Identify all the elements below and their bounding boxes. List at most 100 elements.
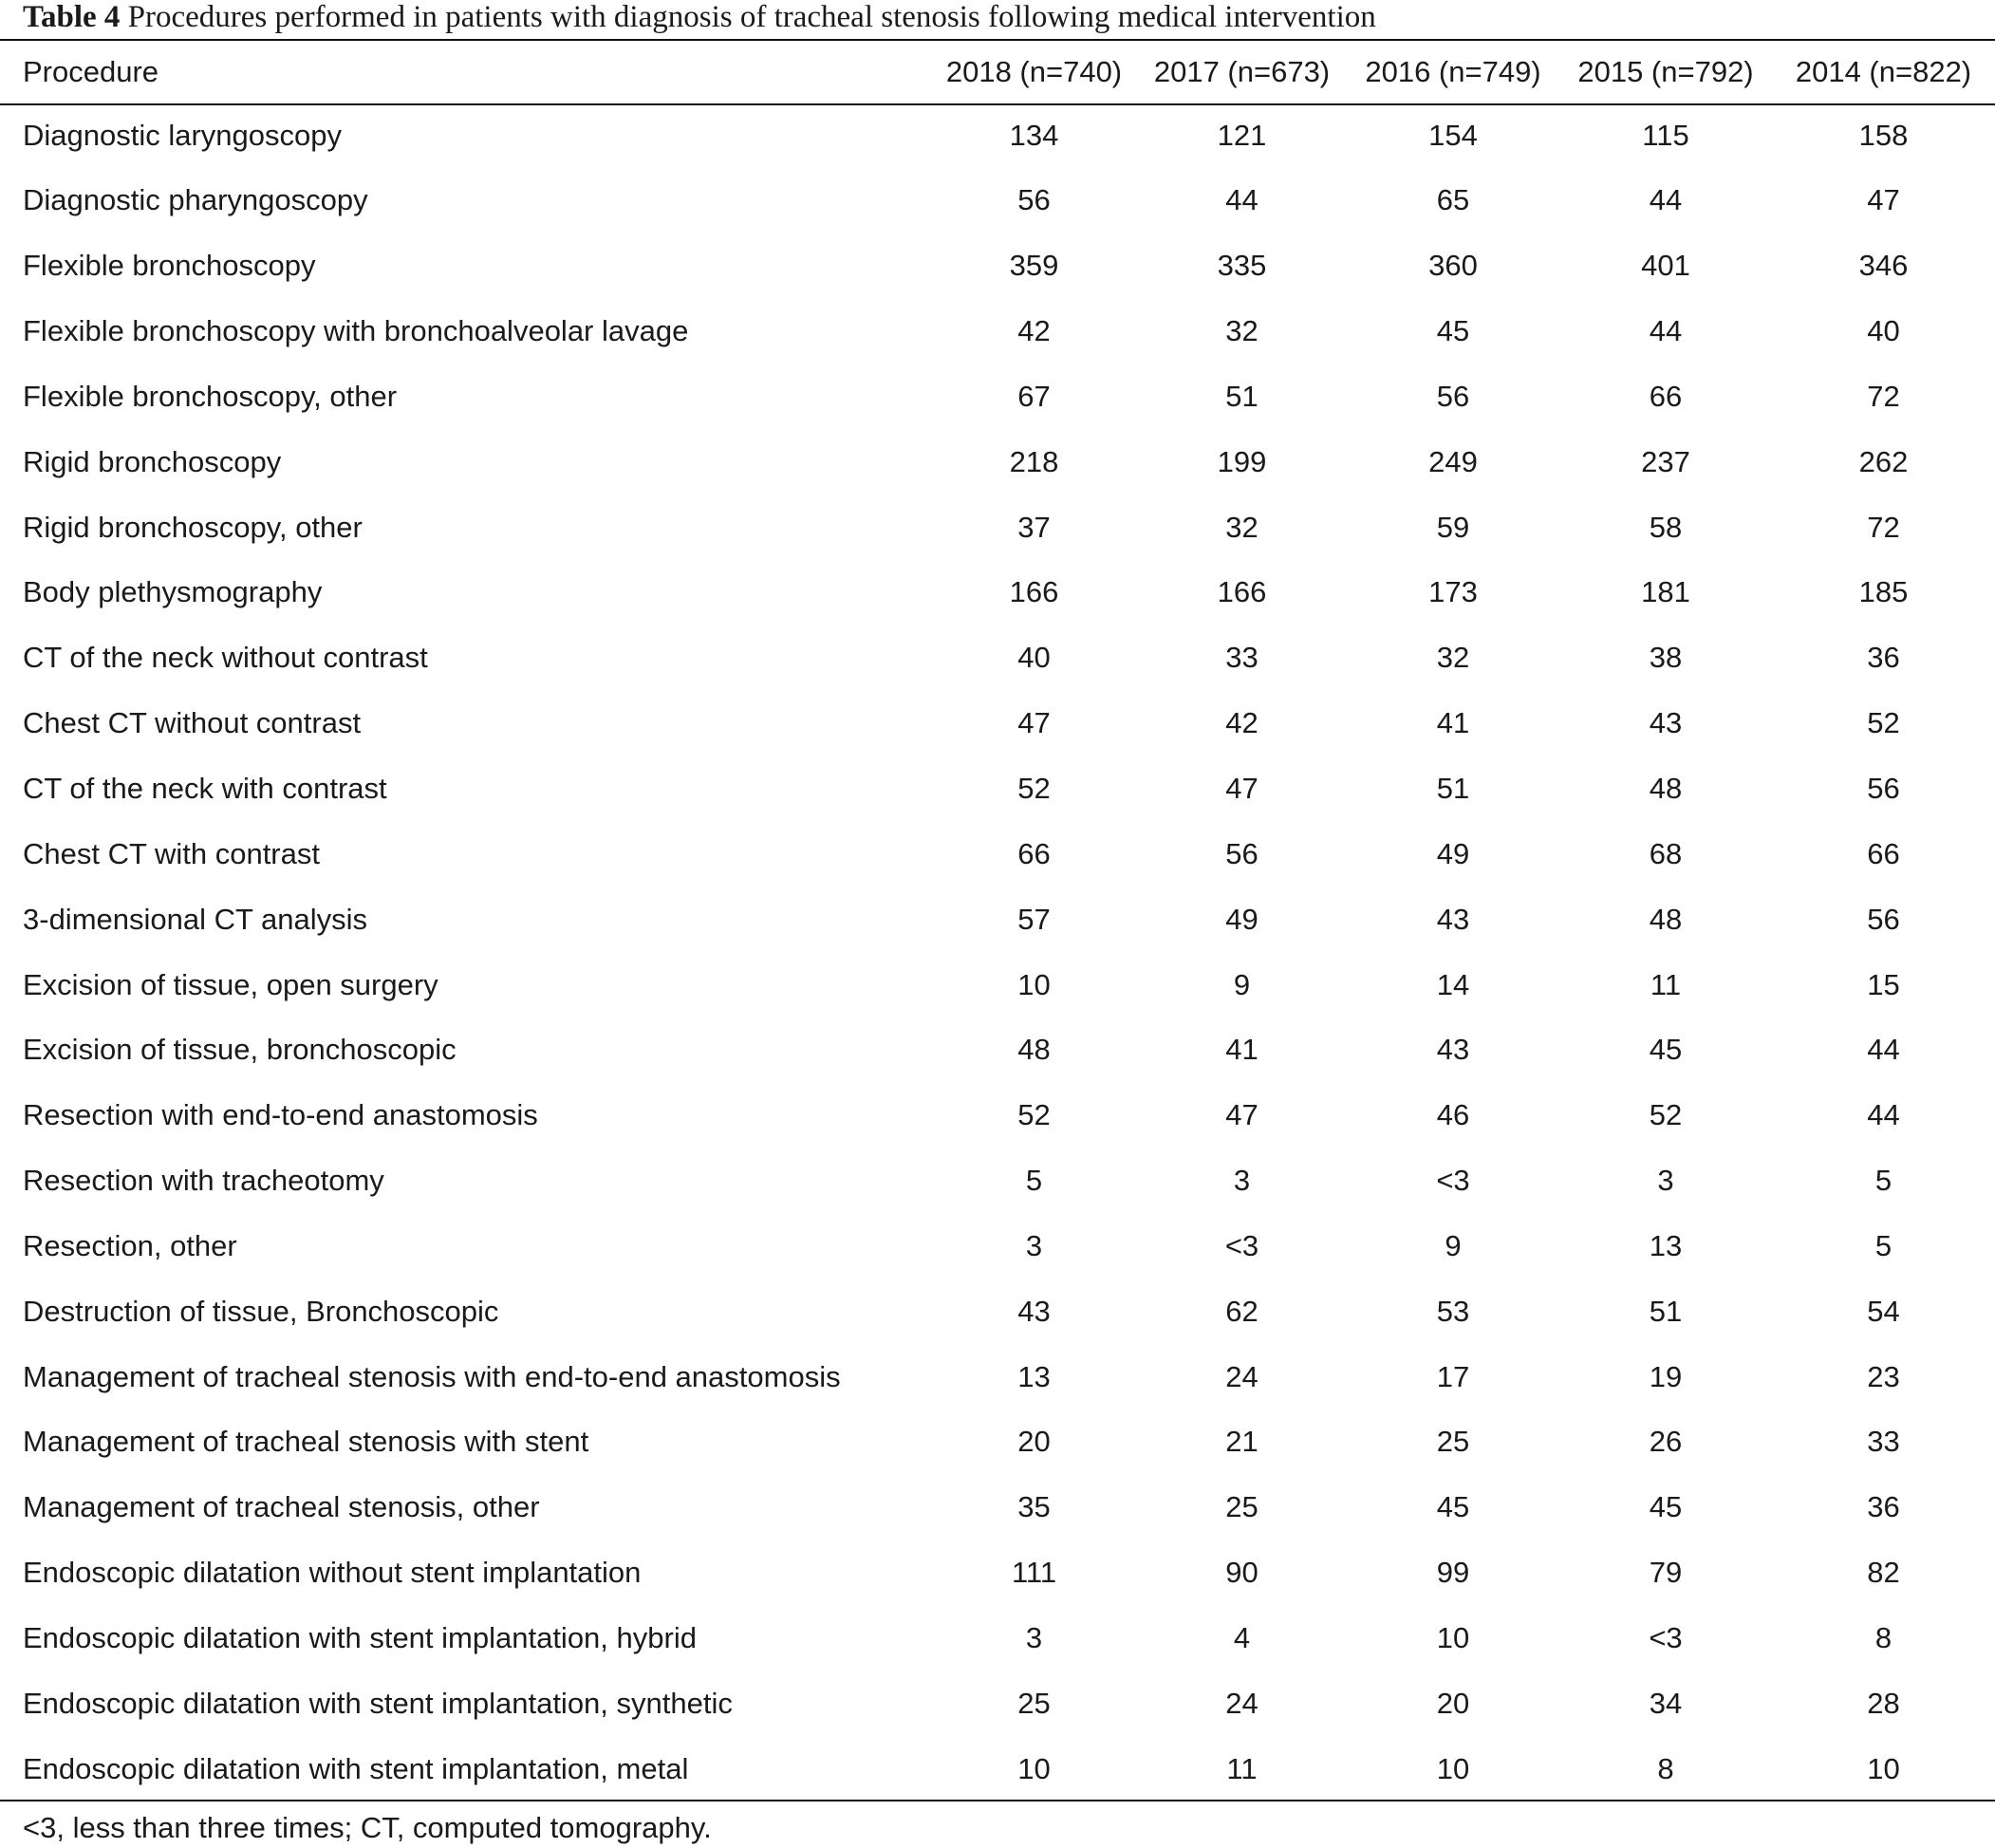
table-row: Excision of tissue, bronchoscopic 48 41 43 4… [0, 1017, 1995, 1083]
count-cell-2016: 17 [1436, 1359, 1470, 1393]
count-cell-2014: 8 [1874, 1620, 1892, 1654]
count-cell-2016: 173 [1428, 575, 1478, 609]
count-cell-2017: 44 [1225, 183, 1259, 217]
count-cell-2014: 5 [1874, 1228, 1892, 1262]
procedure-name-cell: Excision of tissue, open surgery [23, 967, 438, 1001]
count-cell-2017: 47 [1225, 1098, 1259, 1132]
procedure-name-cell: Rigid bronchoscopy [23, 444, 282, 478]
count-cell-2018: 13 [1017, 1359, 1051, 1393]
count-cell-2017: 33 [1225, 641, 1259, 675]
table-caption: Table 4 Procedures performed in patients… [23, 0, 1376, 34]
count-cell-2015: 13 [1649, 1228, 1683, 1262]
table-body: Diagnostic laryngoscopy 134 121 154 115 158 Di… [0, 103, 1995, 1801]
count-cell-2014: 52 [1867, 706, 1900, 740]
count-cell-2018: 5 [1025, 1164, 1043, 1198]
procedure-name-cell: Destruction of tissue, Bronchoscopic [23, 1294, 499, 1328]
table-row: CT of the neck without contrast 40 33 32 38 3… [0, 625, 1995, 691]
table-row: Diagnostic laryngoscopy 134 121 154 115 158 [0, 103, 1995, 168]
count-cell-2017: <3 [1224, 1228, 1259, 1262]
table-row: Resection with end-to-end anastomosis 52 4… [0, 1083, 1995, 1148]
count-cell-2018: 35 [1017, 1490, 1051, 1524]
count-cell-2014: 36 [1867, 1490, 1900, 1524]
count-cell-2016: 20 [1436, 1686, 1470, 1720]
count-cell-2018: 10 [1017, 967, 1051, 1001]
count-cell-2018: 40 [1017, 641, 1051, 675]
count-cell-2016: <3 [1436, 1164, 1470, 1198]
count-cell-2018: 42 [1017, 314, 1051, 348]
count-cell-2015: 45 [1649, 1033, 1683, 1067]
count-cell-2016: 56 [1436, 379, 1470, 413]
procedure-name-cell: Resection, other [23, 1228, 237, 1262]
column-header-2016: 2016 (n=749) [1365, 55, 1541, 88]
bottom-rule [0, 1800, 1995, 1801]
count-cell-2017: 121 [1217, 119, 1267, 152]
header-row: Procedure 2018 (n=740) 2017 (n=673) 2016… [0, 41, 1995, 103]
procedure-name-cell: Management of tracheal stenosis with ste… [23, 1425, 589, 1459]
count-cell-2015: 52 [1649, 1098, 1683, 1132]
count-cell-2017: 42 [1225, 706, 1259, 740]
count-cell-2014: 54 [1867, 1294, 1900, 1328]
count-cell-2018: 52 [1017, 772, 1051, 806]
count-cell-2016: 45 [1436, 314, 1470, 348]
procedure-name-cell: Chest CT without contrast [23, 706, 362, 740]
table-label: Table 4 [23, 0, 121, 34]
count-cell-2014: 72 [1867, 379, 1900, 413]
procedure-name-cell: Resection with tracheotomy [23, 1164, 384, 1198]
count-cell-2018: 10 [1017, 1751, 1051, 1785]
count-cell-2015: 19 [1649, 1359, 1683, 1393]
procedure-name-cell: CT of the neck with contrast [23, 772, 387, 806]
count-cell-2017: 51 [1225, 379, 1259, 413]
count-cell-2015: 45 [1649, 1490, 1683, 1524]
count-cell-2015: 68 [1649, 836, 1683, 870]
count-cell-2015: 48 [1649, 772, 1683, 806]
table-row: Management of tracheal stenosis with end… [0, 1344, 1995, 1409]
count-cell-2018: 20 [1017, 1425, 1051, 1459]
procedure-name-cell: Endoscopic dilatation with stent implant… [23, 1751, 689, 1785]
count-cell-2017: 11 [1226, 1751, 1258, 1785]
count-cell-2017: 47 [1225, 772, 1259, 806]
count-cell-2017: 49 [1225, 902, 1259, 936]
count-cell-2014: 40 [1867, 314, 1900, 348]
table-row: Endoscopic dilatation with stent implant… [0, 1736, 1995, 1801]
column-header-2014: 2014 (n=822) [1795, 55, 1972, 88]
count-cell-2017: 24 [1225, 1359, 1259, 1393]
count-cell-2018: 57 [1017, 902, 1051, 936]
count-cell-2015: 58 [1649, 510, 1683, 544]
count-cell-2017: 335 [1217, 249, 1267, 283]
count-cell-2015: 34 [1649, 1686, 1683, 1720]
count-cell-2017: 32 [1225, 510, 1259, 544]
count-cell-2018: 66 [1017, 836, 1051, 870]
table-footnote: <3, less than three times; CT, computed … [23, 1811, 712, 1844]
count-cell-2015: 115 [1642, 119, 1689, 152]
procedure-name-cell: Endoscopic dilatation with stent implant… [23, 1620, 697, 1654]
count-cell-2014: 33 [1867, 1425, 1900, 1459]
table-row: Diagnostic pharyngoscopy 56 44 65 44 47 [0, 168, 1995, 233]
count-cell-2017: 25 [1225, 1490, 1259, 1524]
count-cell-2017: 199 [1217, 444, 1267, 478]
count-cell-2018: 47 [1017, 706, 1051, 740]
count-cell-2016: 154 [1428, 119, 1478, 152]
count-cell-2014: 47 [1867, 183, 1900, 217]
count-cell-2014: 346 [1858, 249, 1909, 283]
count-cell-2015: 48 [1649, 902, 1683, 936]
count-cell-2016: 32 [1436, 641, 1470, 675]
count-cell-2018: 3 [1025, 1228, 1043, 1262]
procedure-name-cell: Body plethysmography [23, 575, 323, 609]
count-cell-2018: 67 [1017, 379, 1051, 413]
procedure-name-cell: 3-dimensional CT analysis [23, 902, 367, 936]
procedures-table: Procedure 2018 (n=740) 2017 (n=673) 2016… [0, 41, 1995, 1801]
count-cell-2017: 90 [1225, 1556, 1259, 1590]
procedure-name-cell: CT of the neck without contrast [23, 641, 428, 675]
count-cell-2018: 359 [1009, 249, 1059, 283]
count-cell-2016: 10 [1436, 1751, 1470, 1785]
count-cell-2015: <3 [1649, 1620, 1683, 1654]
procedure-name-cell: Chest CT with contrast [23, 836, 320, 870]
count-cell-2015: 11 [1650, 967, 1682, 1001]
count-cell-2017: 24 [1225, 1686, 1259, 1720]
table-row: Rigid bronchoscopy, other 37 32 59 58 72 [0, 495, 1995, 560]
procedure-name-cell: Endoscopic dilatation without stent impl… [23, 1556, 642, 1590]
count-cell-2017: 166 [1217, 575, 1267, 609]
count-cell-2014: 72 [1867, 510, 1900, 544]
procedure-name-cell: Diagnostic laryngoscopy [23, 119, 343, 152]
count-cell-2018: 111 [1011, 1556, 1057, 1590]
